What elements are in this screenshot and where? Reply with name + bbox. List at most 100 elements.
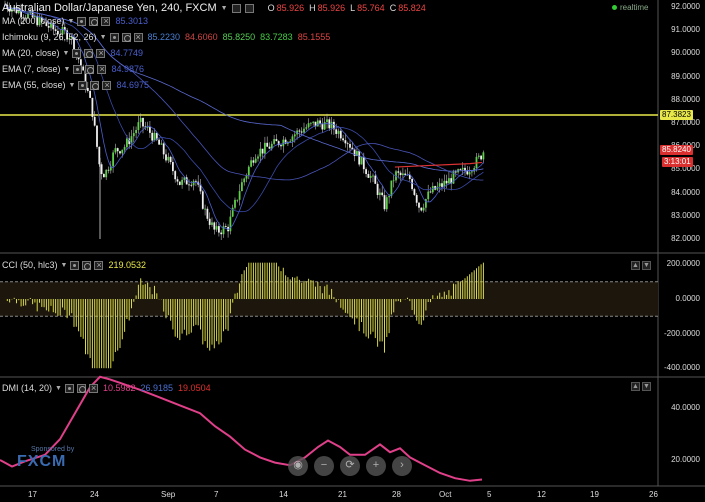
price-axis-label: 84.0000 — [671, 187, 700, 197]
arrow-up-icon[interactable]: ▲ — [631, 382, 640, 391]
candle-body — [376, 183, 379, 195]
candle-body — [298, 130, 301, 132]
candle-body — [452, 171, 455, 184]
legend-cci[interactable]: CCI (50, hlc3)▼ 219.0532 — [2, 260, 146, 271]
cci-axis-label: -200.0000 — [663, 328, 700, 338]
gear-icon[interactable] — [85, 65, 95, 74]
gear-icon[interactable] — [244, 3, 254, 13]
eye-icon[interactable] — [231, 3, 241, 13]
close-icon[interactable] — [97, 64, 107, 75]
sponsor-logo[interactable]: Sponsored by FXCM — [17, 446, 74, 471]
eye-icon[interactable] — [64, 384, 74, 393]
candle-body — [93, 116, 96, 126]
candle-body — [369, 175, 372, 178]
indicator-label[interactable]: MA (20, close) — [2, 48, 60, 58]
ohlc-value: 85.764 — [357, 3, 385, 13]
eye-icon[interactable] — [70, 261, 80, 270]
candle-body — [291, 136, 294, 142]
candle-body — [337, 130, 340, 134]
eye-icon[interactable] — [78, 81, 88, 90]
candle-body — [339, 130, 342, 139]
zoom-out-icon[interactable]: − — [314, 456, 334, 476]
time-axis-label: 5 — [487, 490, 492, 499]
candle-body — [126, 138, 128, 148]
candle-body — [277, 141, 280, 146]
indicator-label[interactable]: Ichimoku (9, 26, 52, 26) — [2, 32, 97, 42]
gear-icon[interactable] — [121, 33, 131, 42]
refresh-icon[interactable]: ⟳ — [340, 456, 360, 476]
candle-body — [54, 29, 57, 31]
close-icon[interactable] — [94, 260, 104, 271]
candle-body — [310, 122, 312, 124]
close-icon[interactable] — [96, 48, 106, 59]
indicator-label[interactable]: EMA (55, close) — [2, 80, 66, 90]
eye-icon[interactable] — [109, 33, 119, 42]
indicator-label[interactable]: DMI (14, 20) — [2, 383, 53, 393]
legend-indicator-3[interactable]: EMA (7, close)▼ 84.9876 — [2, 64, 144, 75]
eye-icon[interactable] — [77, 17, 87, 26]
scroll-right-icon[interactable]: › — [392, 456, 412, 476]
chevron-down-icon[interactable]: ▼ — [220, 4, 228, 12]
close-icon[interactable] — [101, 16, 111, 27]
candle-body — [91, 97, 94, 117]
eye-icon[interactable] — [73, 65, 83, 74]
candle-body — [178, 181, 181, 185]
legend-indicator-0[interactable]: MA (200, close)▼ 85.3013 — [2, 16, 148, 27]
reset-icon[interactable]: ◉ — [288, 456, 308, 476]
candle-body — [289, 141, 292, 143]
indicator-value: 85.8250 — [222, 32, 256, 42]
legend-indicator-1[interactable]: Ichimoku (9, 26, 52, 26)▼ 85.2230 84.6060 8… — [2, 32, 330, 43]
candle-body — [139, 117, 142, 123]
chevron-down-icon[interactable]: ▼ — [55, 385, 62, 392]
indicator-label[interactable]: MA (200, close) — [2, 16, 65, 26]
legend-indicator-4[interactable]: EMA (55, close)▼ 84.6975 — [2, 80, 149, 91]
chevron-down-icon[interactable]: ▼ — [68, 82, 76, 89]
candle-body — [211, 222, 213, 225]
ohlc-value: 85.926 — [317, 3, 346, 13]
candle-body — [236, 199, 239, 201]
dmi-pane-controls: ▲ ▼ — [631, 382, 651, 391]
candle-body — [220, 232, 223, 235]
zoom-in-icon[interactable]: + — [366, 456, 386, 476]
arrow-down-icon[interactable]: ▼ — [642, 261, 651, 270]
indicator-label[interactable]: EMA (7, close) — [2, 64, 61, 74]
gear-icon[interactable] — [89, 17, 99, 26]
legend-dmi[interactable]: DMI (14, 20)▼ 10.5982 26.9185 19.0504 — [2, 383, 211, 394]
gear-icon[interactable] — [76, 384, 86, 393]
gear-icon[interactable] — [90, 81, 100, 90]
price-axis-label: 89.0000 — [671, 71, 700, 81]
chevron-down-icon[interactable]: ▼ — [62, 50, 70, 57]
close-icon[interactable] — [102, 80, 112, 91]
candle-body — [390, 180, 393, 197]
gear-icon[interactable] — [82, 261, 92, 270]
symbol-title[interactable]: Australian Dollar/Japanese Yen, 240, FXC… — [2, 2, 217, 14]
candle-body — [480, 155, 482, 160]
candle-body — [443, 180, 446, 187]
candle-body — [142, 117, 144, 127]
eye-icon[interactable] — [72, 49, 82, 58]
time-axis-label: 26 — [649, 490, 658, 499]
indicator-label[interactable]: CCI (50, hlc3) — [2, 260, 58, 270]
chevron-down-icon[interactable]: ▼ — [67, 18, 75, 25]
chevron-down-icon[interactable]: ▼ — [63, 66, 71, 73]
close-icon[interactable] — [88, 383, 98, 394]
arrow-down-icon[interactable]: ▼ — [642, 382, 651, 391]
candle-body — [238, 191, 241, 200]
gear-icon[interactable] — [84, 49, 94, 58]
candle-body — [411, 178, 413, 190]
candle-body — [273, 139, 275, 144]
indicator-value: 85.2230 — [147, 32, 181, 42]
candle-body — [103, 174, 105, 178]
chevron-down-icon[interactable]: ▼ — [60, 262, 68, 269]
price-axis-label: 90.0000 — [671, 48, 700, 58]
candle-body — [477, 155, 480, 157]
candle-body — [153, 132, 156, 141]
candle-body — [245, 175, 248, 179]
ohlc-key: H — [309, 3, 316, 13]
legend-indicator-2[interactable]: MA (20, close)▼ 84.7749 — [2, 48, 143, 59]
dmi-axis-label: 20.0000 — [671, 455, 700, 464]
close-icon[interactable] — [133, 32, 143, 43]
chevron-down-icon[interactable]: ▼ — [99, 34, 107, 41]
arrow-up-icon[interactable]: ▲ — [631, 261, 640, 270]
